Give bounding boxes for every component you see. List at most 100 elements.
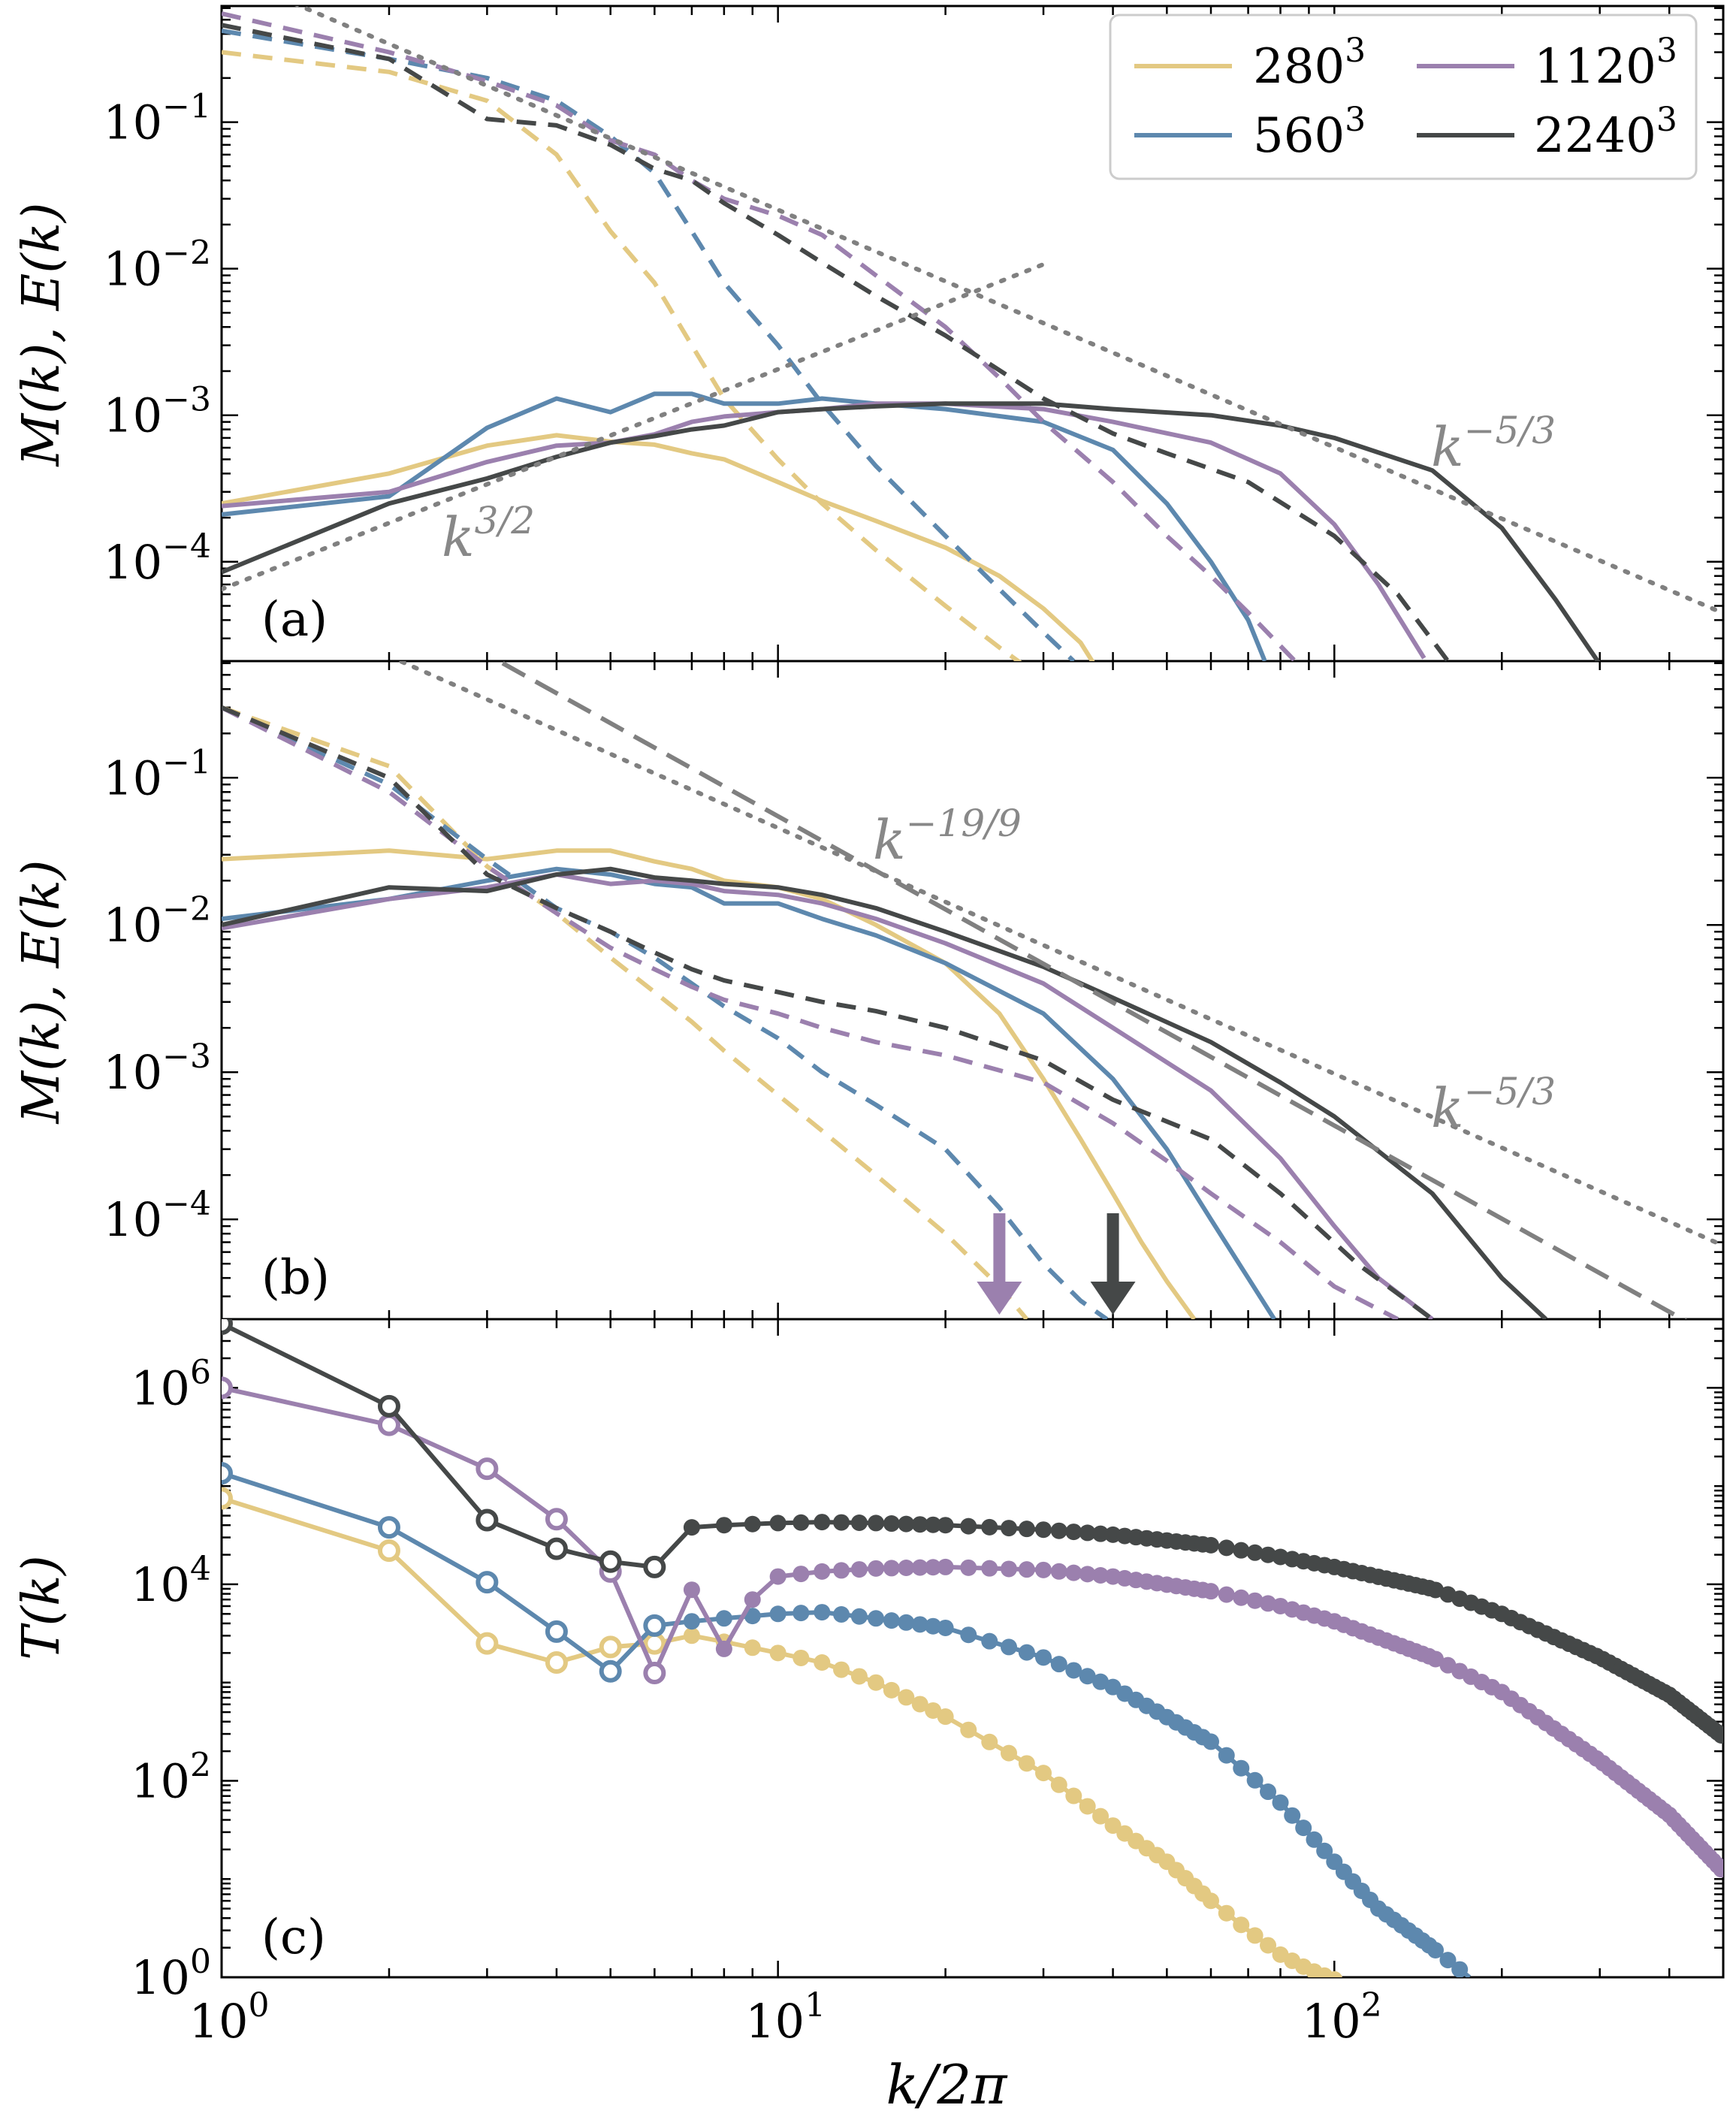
- data-point: [1427, 1650, 1444, 1668]
- legend: 2803 5603 11203 22403: [1109, 14, 1698, 180]
- data-point: [960, 1721, 977, 1738]
- data-point: [868, 1674, 885, 1691]
- data-point: [1260, 1546, 1277, 1563]
- y-tick-label: 100: [131, 1943, 211, 2005]
- data-point: [1233, 1916, 1250, 1934]
- data-point: [1316, 1842, 1333, 1859]
- data-point: [1035, 1521, 1052, 1539]
- data-point: [1272, 1794, 1289, 1811]
- data-point: [1092, 1673, 1110, 1690]
- data-point: [1218, 1539, 1235, 1557]
- data-point: [1092, 1525, 1110, 1542]
- y-tick-label: 10−4: [103, 1185, 211, 1247]
- data-point: [1079, 1566, 1096, 1583]
- data-point: [814, 1654, 831, 1672]
- data-point: [937, 1558, 954, 1575]
- data-point: [769, 1644, 786, 1662]
- data-point: [868, 1610, 885, 1627]
- data-point: [1326, 1971, 1342, 1977]
- data-point: [1050, 1563, 1067, 1580]
- panel-label-a: (a): [261, 592, 328, 648]
- data-point-open: [377, 1539, 400, 1563]
- data-point-open: [643, 1662, 666, 1685]
- data-point: [925, 1516, 942, 1533]
- series-line: [222, 866, 1276, 1319]
- data-point: [793, 1566, 810, 1583]
- x-tick-label: 100: [189, 1986, 270, 2049]
- data-point: [850, 1668, 868, 1685]
- data-point-open: [643, 1614, 666, 1637]
- data-point: [1246, 1927, 1264, 1944]
- series-line: [222, 866, 1547, 1319]
- data-point: [1451, 1961, 1469, 1977]
- data-point: [937, 1708, 954, 1726]
- data-point-open: [222, 1319, 233, 1335]
- data-point: [1202, 1536, 1219, 1554]
- data-point: [683, 1581, 700, 1599]
- data-point: [833, 1514, 850, 1531]
- data-point: [1065, 1787, 1082, 1804]
- arrow-head-icon: [1090, 1282, 1136, 1315]
- x-tick-label: 102: [1302, 1986, 1382, 2049]
- annotation-b-k-minus-5-3: k−5/3: [1431, 1070, 1556, 1140]
- panel-b-series: [222, 661, 1723, 1319]
- data-point: [833, 1606, 850, 1623]
- data-point: [898, 1515, 915, 1533]
- y-tick-label: 10−3: [103, 381, 211, 443]
- data-point: [850, 1561, 868, 1578]
- data-point: [1202, 1892, 1219, 1910]
- series-line: [222, 433, 1095, 661]
- data-point: [1260, 1937, 1277, 1954]
- data-point: [1260, 1595, 1277, 1612]
- data-point: [1104, 1817, 1122, 1835]
- data-point-open: [222, 1376, 233, 1400]
- panel-c-border: [220, 1318, 1725, 1979]
- data-point-open: [377, 1413, 400, 1436]
- data-point: [683, 1613, 700, 1630]
- data-point: [769, 1605, 786, 1623]
- data-point: [1233, 1589, 1250, 1606]
- data-point: [814, 1563, 831, 1580]
- data-point-open: [599, 1635, 622, 1659]
- data-point: [744, 1515, 761, 1533]
- data-point: [744, 1608, 761, 1625]
- arrow-shaft: [993, 1213, 1006, 1285]
- data-point: [981, 1632, 998, 1650]
- data-point: [715, 1640, 732, 1657]
- legend-label-280: 2803: [1253, 32, 1366, 95]
- data-point: [1065, 1564, 1082, 1581]
- y-tick-label: 10−2: [103, 234, 211, 297]
- data-point: [925, 1617, 942, 1635]
- series-line: [394, 661, 1723, 1248]
- data-point: [1233, 1542, 1250, 1559]
- data-point: [1713, 1861, 1723, 1878]
- data-point-open: [643, 1555, 666, 1578]
- data-point: [883, 1515, 900, 1533]
- series-line: [222, 848, 1197, 1319]
- y-tick-label: 102: [131, 1746, 211, 1808]
- data-point: [911, 1559, 928, 1576]
- data-point: [883, 1560, 900, 1577]
- series-line: [222, 872, 1434, 1319]
- data-point: [1018, 1561, 1035, 1578]
- data-point: [898, 1559, 915, 1576]
- y-axis-label-b: M(k), E(k): [12, 859, 71, 1125]
- legend-label-2240: 22403: [1534, 101, 1677, 164]
- data-point: [1092, 1807, 1110, 1825]
- series-line: [222, 23, 1450, 661]
- data-point: [1713, 1726, 1723, 1744]
- data-point: [911, 1696, 928, 1713]
- series-line: [222, 705, 1399, 1319]
- panel-a-plot-area: [222, 6, 1723, 661]
- series-line: [501, 661, 1688, 1319]
- panel-c-plot-area: [222, 1319, 1723, 1977]
- series-line: [222, 705, 1109, 1319]
- data-point-open: [599, 1550, 622, 1573]
- data-point: [715, 1610, 732, 1627]
- legend-box: [1109, 14, 1698, 180]
- data-point: [793, 1605, 810, 1622]
- data-point: [868, 1560, 885, 1577]
- legend-label-560: 5603: [1253, 101, 1366, 164]
- data-point: [1427, 1581, 1444, 1599]
- data-point: [1018, 1521, 1035, 1538]
